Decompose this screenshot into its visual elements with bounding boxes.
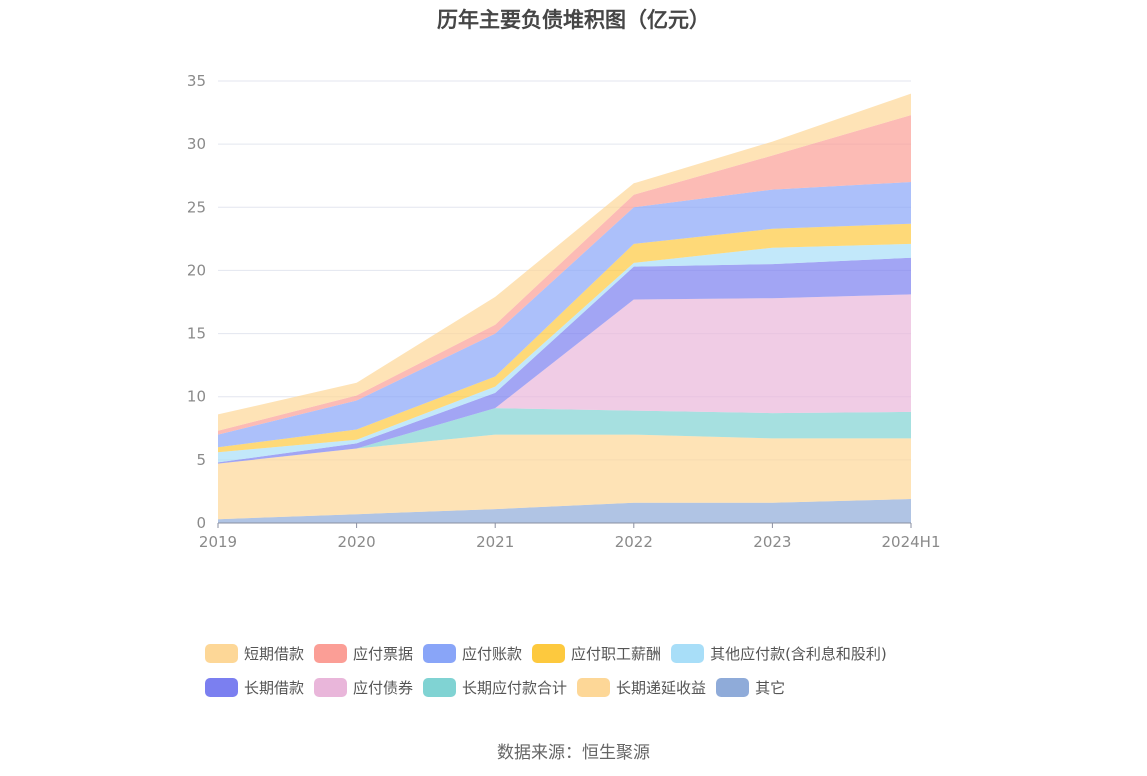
- legend-label: 长期借款: [244, 678, 305, 697]
- legend-label: 其它: [755, 678, 786, 697]
- y-tick-label: 35: [187, 72, 206, 90]
- data-source-note: 数据来源：恒生聚源: [497, 743, 650, 763]
- legend-swatch: [314, 643, 348, 663]
- legend-swatch: [314, 677, 348, 697]
- legend-row: 短期借款 应付票据 应付账款 应付职工薪酬 其他应付款(含利息和股利): [205, 640, 965, 666]
- area-series: [218, 93, 911, 523]
- legend-item[interactable]: 应付账款: [423, 643, 522, 664]
- x-tick-label: 2019: [199, 533, 237, 551]
- legend-row: 长期借款 应付债券 长期应付款合计 长期递延收益 其它: [205, 674, 965, 700]
- area-series-9: [218, 93, 911, 431]
- x-tick-label: 2020: [338, 533, 376, 551]
- legend-label: 短期借款: [244, 644, 305, 663]
- legend-item[interactable]: 长期应付款合计: [423, 677, 567, 698]
- legend-swatch: [423, 643, 457, 663]
- area-series-7: [218, 182, 911, 448]
- legend-swatch: [577, 677, 611, 697]
- legend-item[interactable]: 长期递延收益: [577, 677, 706, 698]
- legend-item[interactable]: 应付票据: [314, 643, 413, 664]
- legend-label: 应付债券: [353, 678, 414, 697]
- x-tick-label: 2021: [476, 533, 514, 551]
- axes: 0 5 10 15 20 25 30 35 2019 2020 2021 2022 2023 2024H1: [187, 72, 941, 551]
- legend-swatch: [671, 643, 705, 663]
- legend-label: 长期递延收益: [616, 678, 707, 697]
- legend-item[interactable]: 长期借款: [205, 677, 304, 698]
- y-tick-label: 10: [187, 388, 206, 406]
- legend-swatch: [423, 677, 457, 697]
- area-series-3: [218, 294, 911, 464]
- x-tick-label: 2024H1: [882, 533, 941, 551]
- legend-label: 应付票据: [353, 644, 414, 663]
- legend-swatch: [716, 677, 750, 697]
- legend: 短期借款 应付票据 应付账款 应付职工薪酬 其他应付款(含利息和股利) 长期借款 应付债券长…: [205, 640, 965, 708]
- legend-swatch: [205, 643, 238, 663]
- area-series-4: [218, 257, 911, 464]
- area-series-2: [218, 408, 911, 464]
- area-series-1: [218, 434, 911, 520]
- x-tick-label: 2023: [753, 533, 791, 551]
- legend-label: 应付职工薪酬: [571, 644, 662, 663]
- legend-item[interactable]: 短期借款: [205, 643, 304, 664]
- y-tick-label: 0: [196, 514, 206, 532]
- legend-label: 其他应付款(含利息和股利): [710, 644, 887, 663]
- area-series-0: [218, 499, 911, 523]
- legend-item[interactable]: 应付债券: [314, 677, 413, 698]
- area-series-8: [218, 115, 911, 435]
- legend-item[interactable]: 其他应付款(含利息和股利): [671, 643, 887, 664]
- y-tick-label: 5: [196, 451, 206, 469]
- y-tick-label: 20: [187, 261, 206, 279]
- y-tick-label: 25: [187, 198, 206, 216]
- x-tick-label: 2022: [615, 533, 653, 551]
- y-tick-label: 30: [187, 135, 206, 153]
- legend-swatch: [532, 643, 566, 663]
- legend-label: 应付账款: [462, 644, 523, 663]
- legend-swatch: [205, 677, 238, 697]
- y-tick-label: 15: [187, 325, 206, 343]
- legend-label: 长期应付款合计: [462, 678, 568, 697]
- legend-item[interactable]: 应付职工薪酬: [532, 643, 661, 664]
- legend-item[interactable]: 其它: [716, 677, 785, 698]
- chart-title: 历年主要负债堆积图（亿元）: [437, 8, 710, 32]
